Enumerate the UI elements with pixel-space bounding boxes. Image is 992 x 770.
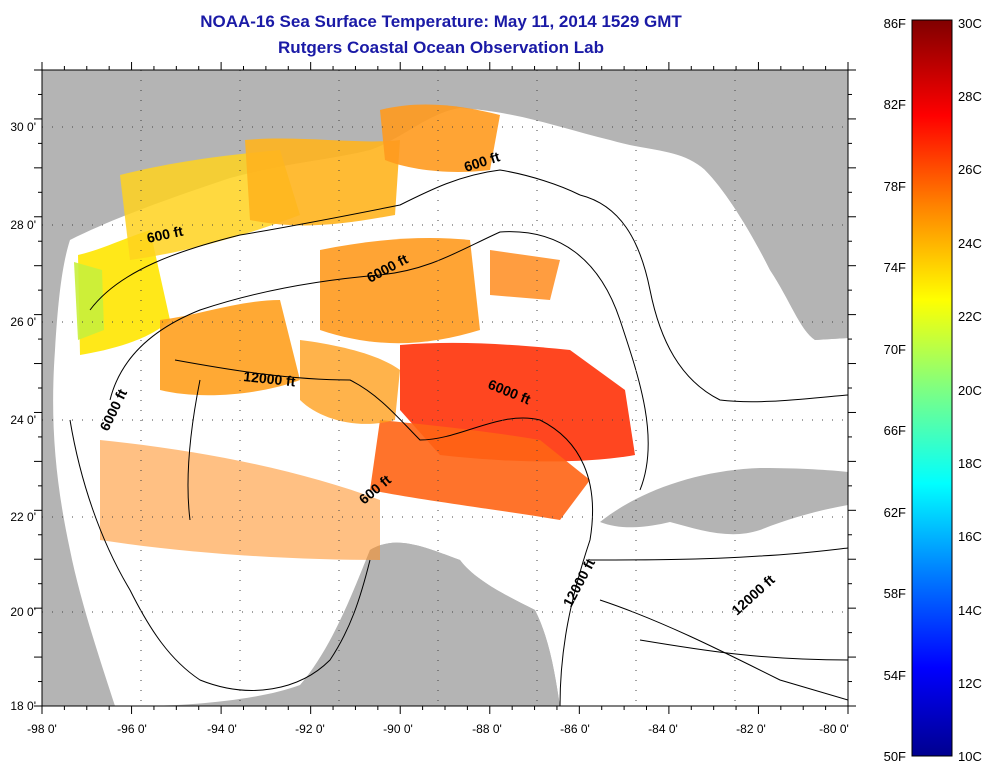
colorbar-c-label: 28C <box>958 89 982 104</box>
axis-ticks <box>34 62 856 714</box>
map-title: NOAA-16 Sea Surface Temperature: May 11,… <box>200 12 682 31</box>
colorbar-f-label: 54F <box>884 668 906 683</box>
contour-label: 600 ft <box>145 223 184 246</box>
map-subtitle: Rutgers Coastal Ocean Observation Lab <box>278 38 604 57</box>
colorbar-c-label: 30C <box>958 16 982 31</box>
contour-label: 12000 ft <box>243 368 297 389</box>
lat-tick-label: 30 0' <box>10 120 36 134</box>
colorbar-f-label: 66F <box>884 423 906 438</box>
longitude-labels: -98 0' -96 0' -94 0' -92 0' -90 0' -88 0… <box>27 722 849 736</box>
lon-tick-label: -86 0' <box>560 722 590 736</box>
yucatan-landmass <box>300 542 560 706</box>
colorbar-f-label: 86F <box>884 16 906 31</box>
colorbar-c-label: 22C <box>958 309 982 324</box>
cuba-landmass <box>600 468 848 535</box>
lat-tick-label: 24 0' <box>10 413 36 427</box>
latitude-labels: 30 0' 28 0' 26 0' 24 0' 22 0' 20 0' 18 0… <box>10 120 36 713</box>
colorbar-c-label: 10C <box>958 749 982 764</box>
temperature-colorbar <box>911 19 953 757</box>
colorbar-f-label: 50F <box>884 749 906 764</box>
lat-tick-label: 26 0' <box>10 315 36 329</box>
lon-tick-label: -94 0' <box>207 722 237 736</box>
graticule <box>42 70 848 706</box>
colorbar-f-label: 62F <box>884 505 906 520</box>
colorbar-f-label: 82F <box>884 97 906 112</box>
colorbar-c-label: 12C <box>958 676 982 691</box>
lon-tick-label: -80 0' <box>819 722 849 736</box>
colorbar-f-label: 58F <box>884 586 906 601</box>
lon-tick-label: -90 0' <box>383 722 413 736</box>
lat-tick-label: 20 0' <box>10 605 36 619</box>
colorbar-c-label: 24C <box>958 236 982 251</box>
colorbar-celsius-labels: 30C 28C 26C 24C 22C 20C 18C 16C 14C 12C … <box>958 16 982 764</box>
colorbar-f-label: 78F <box>884 179 906 194</box>
colorbar-fahrenheit-labels: 86F 82F 78F 74F 70F 66F 62F 58F 54F 50F <box>884 16 906 764</box>
lon-tick-label: -82 0' <box>736 722 766 736</box>
bathymetry-contours <box>69 169 848 706</box>
colorbar-c-label: 16C <box>958 529 982 544</box>
lon-tick-label: -88 0' <box>472 722 502 736</box>
colorbar-c-label: 18C <box>958 456 982 471</box>
colorbar-c-label: 26C <box>958 162 982 177</box>
lon-tick-label: -98 0' <box>27 722 57 736</box>
lat-tick-label: 22 0' <box>10 510 36 524</box>
lon-tick-label: -96 0' <box>117 722 147 736</box>
colorbar-f-label: 74F <box>884 260 906 275</box>
lon-tick-label: -92 0' <box>295 722 325 736</box>
sst-data-layer <box>74 104 635 560</box>
colorbar-c-label: 20C <box>958 383 982 398</box>
lat-tick-label: 28 0' <box>10 218 36 232</box>
florida-landmass <box>705 70 848 340</box>
lon-tick-label: -84 0' <box>648 722 678 736</box>
colorbar-f-label: 70F <box>884 342 906 357</box>
lat-tick-label: 18 0' <box>10 699 36 713</box>
colorbar-c-label: 14C <box>958 603 982 618</box>
